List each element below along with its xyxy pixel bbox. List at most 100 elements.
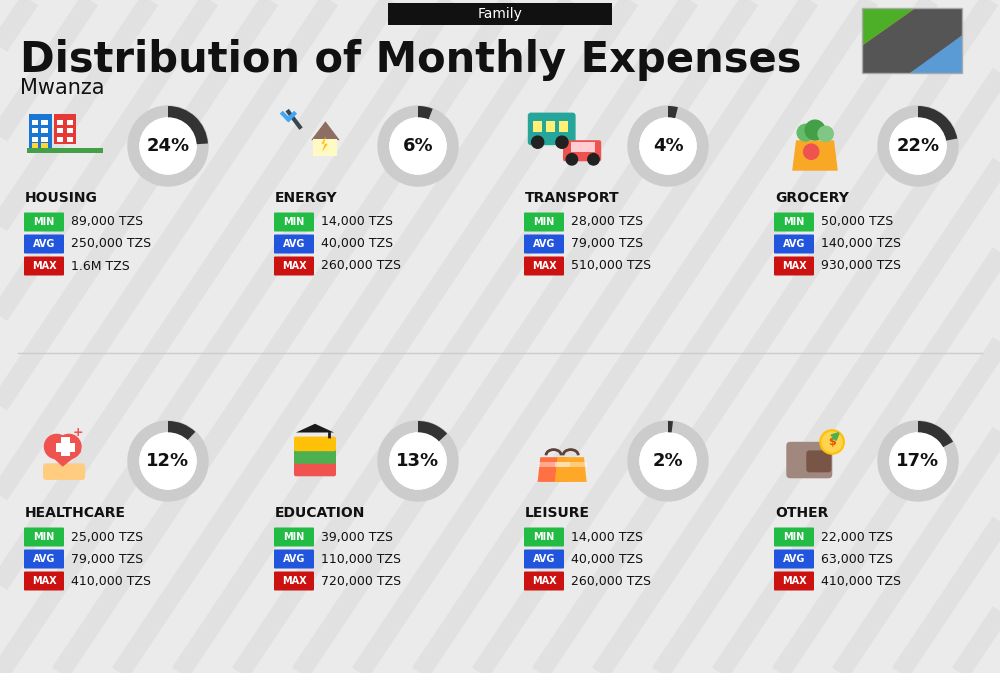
Text: 22%: 22% (896, 137, 940, 155)
Circle shape (822, 432, 842, 452)
Polygon shape (902, 31, 962, 73)
FancyBboxPatch shape (32, 145, 38, 150)
Text: MIN: MIN (283, 532, 305, 542)
FancyBboxPatch shape (533, 121, 542, 131)
Text: 17%: 17% (896, 452, 940, 470)
Text: MIN: MIN (783, 532, 805, 542)
Text: 40,000 TZS: 40,000 TZS (321, 238, 393, 250)
Text: 22,000 TZS: 22,000 TZS (821, 530, 893, 544)
Text: MIN: MIN (533, 532, 555, 542)
Text: 110,000 TZS: 110,000 TZS (321, 553, 401, 565)
Circle shape (532, 136, 544, 148)
Polygon shape (555, 457, 587, 482)
Text: MAX: MAX (532, 261, 556, 271)
Polygon shape (792, 140, 838, 171)
FancyBboxPatch shape (32, 143, 38, 150)
Circle shape (805, 120, 825, 140)
Text: 25,000 TZS: 25,000 TZS (71, 530, 143, 544)
Text: 260,000 TZS: 260,000 TZS (571, 575, 651, 588)
Polygon shape (46, 452, 82, 466)
Polygon shape (321, 136, 328, 152)
Text: 40,000 TZS: 40,000 TZS (571, 553, 643, 565)
FancyBboxPatch shape (274, 571, 314, 590)
FancyBboxPatch shape (274, 234, 314, 254)
Wedge shape (668, 421, 673, 433)
Text: AVG: AVG (783, 554, 805, 564)
FancyBboxPatch shape (274, 549, 314, 569)
Circle shape (818, 127, 833, 141)
Wedge shape (168, 106, 208, 144)
Circle shape (390, 433, 446, 489)
FancyBboxPatch shape (67, 120, 73, 125)
Text: 89,000 TZS: 89,000 TZS (71, 215, 143, 229)
Circle shape (640, 433, 696, 489)
Text: MIN: MIN (283, 217, 305, 227)
Circle shape (566, 153, 578, 165)
Text: AVG: AVG (283, 554, 305, 564)
FancyBboxPatch shape (27, 148, 103, 153)
Text: LEISURE: LEISURE (525, 506, 590, 520)
FancyBboxPatch shape (524, 234, 564, 254)
Circle shape (326, 439, 332, 445)
Text: 410,000 TZS: 410,000 TZS (821, 575, 901, 588)
FancyBboxPatch shape (524, 549, 564, 569)
Text: 24%: 24% (146, 137, 190, 155)
Text: 39,000 TZS: 39,000 TZS (321, 530, 393, 544)
FancyBboxPatch shape (774, 234, 814, 254)
FancyBboxPatch shape (524, 213, 564, 232)
Text: HOUSING: HOUSING (25, 191, 98, 205)
Wedge shape (668, 106, 678, 119)
Text: 260,000 TZS: 260,000 TZS (321, 260, 401, 273)
Text: 50,000 TZS: 50,000 TZS (821, 215, 893, 229)
FancyBboxPatch shape (774, 213, 814, 232)
Circle shape (804, 144, 819, 160)
Text: 12%: 12% (146, 452, 190, 470)
Circle shape (890, 433, 946, 489)
Text: 250,000 TZS: 250,000 TZS (71, 238, 151, 250)
Text: MAX: MAX (32, 261, 56, 271)
Circle shape (140, 118, 196, 174)
FancyBboxPatch shape (274, 256, 314, 275)
FancyBboxPatch shape (41, 120, 48, 125)
Circle shape (890, 433, 946, 489)
Wedge shape (168, 421, 195, 441)
FancyBboxPatch shape (24, 549, 64, 569)
Text: 4%: 4% (653, 137, 683, 155)
Circle shape (640, 433, 696, 489)
FancyBboxPatch shape (24, 213, 64, 232)
Text: AVG: AVG (533, 554, 555, 564)
Text: Distribution of Monthly Expenses: Distribution of Monthly Expenses (20, 39, 802, 81)
Circle shape (628, 421, 708, 501)
FancyBboxPatch shape (32, 128, 38, 133)
Text: 28,000 TZS: 28,000 TZS (571, 215, 643, 229)
Text: 14,000 TZS: 14,000 TZS (321, 215, 393, 229)
Text: TRANSPORT: TRANSPORT (525, 191, 620, 205)
Text: MAX: MAX (282, 261, 306, 271)
Text: AVG: AVG (533, 239, 555, 249)
Text: MIN: MIN (533, 217, 555, 227)
Text: 1.6M TZS: 1.6M TZS (71, 260, 130, 273)
Polygon shape (538, 457, 570, 482)
FancyBboxPatch shape (786, 441, 832, 479)
Circle shape (128, 421, 208, 501)
Text: AVG: AVG (33, 239, 55, 249)
Text: MIN: MIN (33, 532, 55, 542)
FancyBboxPatch shape (555, 462, 587, 466)
FancyBboxPatch shape (24, 571, 64, 590)
Circle shape (588, 153, 599, 165)
Circle shape (890, 118, 946, 174)
Text: 6%: 6% (403, 137, 433, 155)
FancyBboxPatch shape (57, 128, 63, 133)
FancyBboxPatch shape (41, 143, 48, 150)
FancyBboxPatch shape (774, 528, 814, 546)
Circle shape (390, 118, 446, 174)
FancyBboxPatch shape (24, 256, 64, 275)
Text: 140,000 TZS: 140,000 TZS (821, 238, 901, 250)
Text: 720,000 TZS: 720,000 TZS (321, 575, 401, 588)
FancyBboxPatch shape (67, 128, 73, 133)
Circle shape (640, 118, 696, 174)
Text: Family: Family (478, 7, 522, 21)
FancyBboxPatch shape (524, 256, 564, 275)
FancyBboxPatch shape (41, 128, 48, 133)
Text: MAX: MAX (782, 576, 806, 586)
